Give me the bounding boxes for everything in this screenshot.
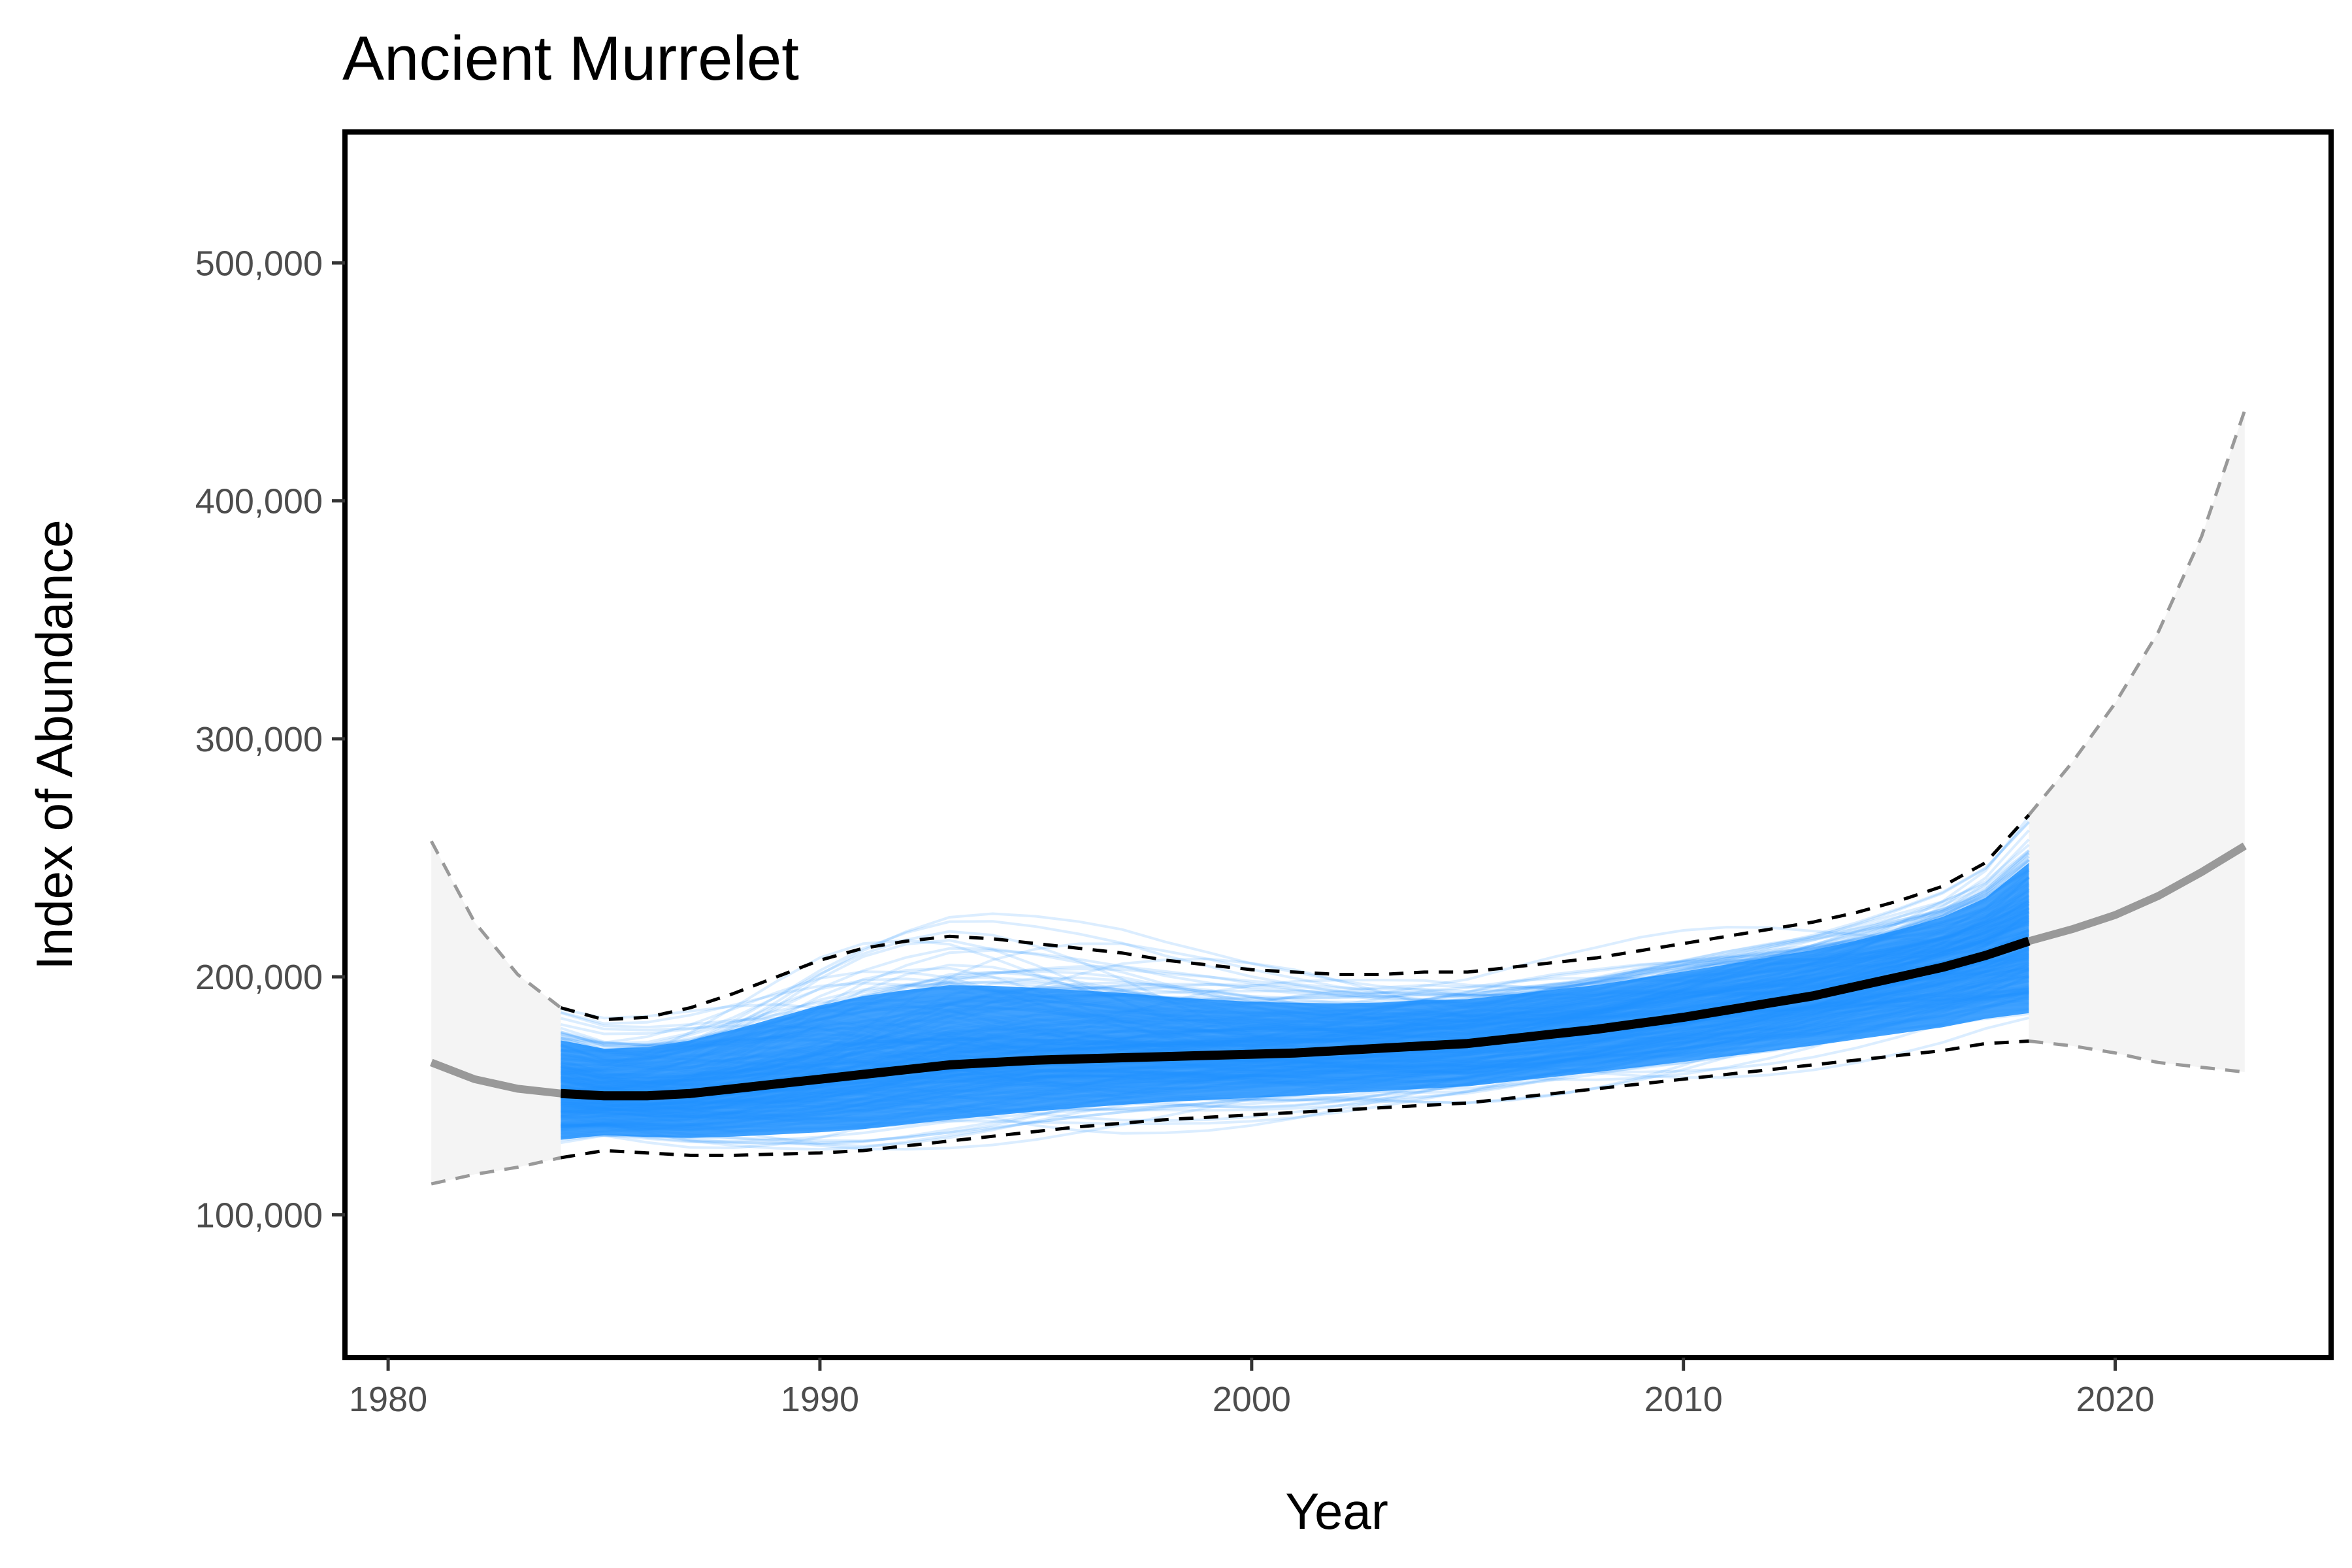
series-lines: [429, 410, 2247, 1186]
y-tick-label: 300,000: [195, 720, 323, 759]
projection-lower-after: [2029, 1039, 2246, 1074]
y-axis-title: Index of Abundance: [25, 519, 83, 970]
lower-ci-line: [560, 1039, 2029, 1160]
y-tick-label: 400,000: [195, 482, 323, 521]
y-tick-label: 500,000: [195, 244, 323, 283]
projection-band-before: [431, 841, 561, 1184]
x-axis-title: Year: [1285, 1482, 1388, 1540]
posterior-draws: [560, 815, 2030, 1151]
upper-ci-line: [560, 813, 2031, 1022]
projection-median-after: [2027, 842, 2247, 945]
x-tick-label: 1990: [781, 1380, 859, 1419]
y-tick-label: 100,000: [195, 1196, 323, 1235]
projection-median-before: [430, 1058, 562, 1098]
projection-lower-before: [431, 1156, 561, 1186]
x-axis: 1980 1990 2000 2010 2020: [345, 1356, 2331, 1419]
projection-upper-after: [2027, 410, 2247, 817]
y-axis: 100,000 200,000 300,000 400,000 500,000: [195, 244, 345, 1235]
projection-upper-before: [429, 840, 562, 1009]
median-trend-line: [561, 936, 2031, 1101]
x-tick-label: 2000: [1213, 1380, 1291, 1419]
x-tick-label: 2020: [2076, 1380, 2154, 1419]
y-tick-label: 200,000: [195, 958, 323, 997]
x-tick-label: 2010: [1644, 1380, 1723, 1419]
plot-frame: [342, 129, 2334, 1360]
projection-band-after: [2029, 410, 2245, 1072]
x-tick-label: 1980: [349, 1380, 427, 1419]
chart-title: Ancient Murrelet: [342, 24, 799, 93]
